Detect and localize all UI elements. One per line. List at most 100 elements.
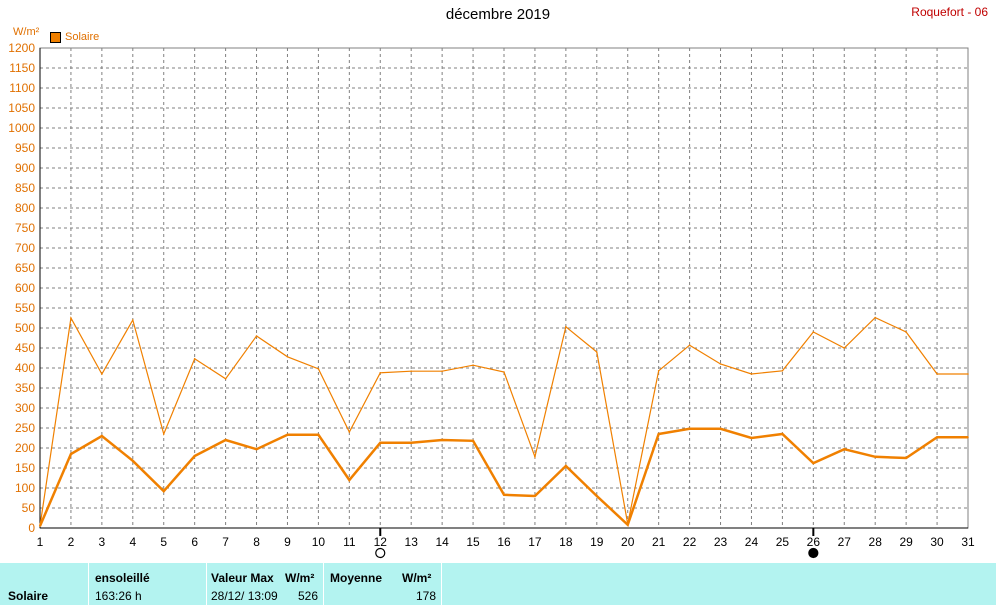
y-tick-label: 500 (15, 321, 35, 335)
data-point-max (286, 356, 289, 358)
max-unit: W/m² (285, 571, 315, 585)
data-point-mean (224, 439, 227, 441)
y-axis-unit: W/m² (13, 26, 40, 38)
data-point-max (441, 370, 443, 373)
x-tick-label: 2 (68, 535, 75, 549)
x-tick-label: 21 (652, 535, 666, 549)
x-tick-label: 8 (253, 535, 260, 549)
data-point-mean (626, 524, 629, 526)
x-tick-label: 22 (683, 535, 697, 549)
y-tick-label: 950 (15, 141, 35, 155)
data-point-max (565, 326, 567, 328)
x-tick-label: 10 (312, 535, 326, 549)
data-point-max (379, 372, 382, 374)
chart-title: décembre 2019 (445, 6, 551, 23)
footer-max-cell: Valeur Max W/m² 28/12/ 13:09 526 (207, 563, 324, 605)
data-point-mean (503, 494, 505, 496)
data-point-mean (843, 448, 846, 451)
sunshine-value: 163:26 h (95, 589, 142, 603)
new-moon-icon (808, 547, 819, 559)
y-tick-label: 450 (15, 341, 35, 355)
data-point-max (255, 335, 258, 337)
x-tick-label: 3 (99, 535, 106, 549)
data-point-max (719, 363, 722, 365)
legend-swatch (50, 31, 61, 43)
data-point-mean (286, 434, 289, 436)
legend-label: Solaire (65, 31, 100, 43)
y-tick-label: 1200 (8, 41, 35, 55)
footer-row-label: Solaire (8, 589, 49, 603)
data-point-max (967, 373, 969, 375)
y-tick-label: 300 (15, 401, 35, 415)
max-header: Valeur Max (211, 571, 274, 585)
data-point-max (348, 431, 351, 433)
x-tick-label: 27 (838, 535, 852, 549)
x-tick-label: 1 (37, 535, 44, 549)
data-point-max (688, 344, 691, 347)
data-point-max (224, 378, 227, 380)
x-tick-label: 11 (343, 535, 356, 549)
y-tick-label: 50 (22, 501, 36, 515)
x-tick-label: 23 (714, 535, 728, 549)
data-point-mean (101, 435, 103, 437)
max-date: 28/12/ 13:09 (211, 589, 278, 603)
x-tick-label: 9 (284, 535, 291, 549)
data-point-mean (719, 428, 722, 430)
data-point-mean (193, 455, 196, 457)
data-point-max (657, 370, 660, 372)
data-point-max (162, 433, 165, 435)
x-tick-label: 20 (621, 535, 635, 549)
x-tick-label: 31 (961, 535, 975, 549)
x-tick-label: 14 (435, 535, 449, 549)
y-tick-label: 400 (15, 361, 35, 375)
footer-mean-cell: Moyenne W/m² 178 (324, 563, 442, 605)
x-tick-label: 6 (191, 535, 198, 549)
data-point-max (193, 358, 196, 360)
y-tick-label: 350 (15, 381, 35, 395)
y-tick-label: 650 (15, 261, 35, 275)
legend: Solaire (50, 31, 99, 43)
y-tick-label: 250 (15, 421, 35, 435)
x-tick-label: 4 (129, 535, 136, 549)
data-point-max (410, 370, 413, 373)
data-point-mean (410, 442, 413, 444)
data-point-max (534, 456, 536, 458)
data-point-mean (348, 479, 351, 481)
x-tick-label: 7 (222, 535, 229, 549)
full-moon-icon (375, 547, 386, 559)
x-tick-label: 30 (930, 535, 944, 549)
data-point-max (781, 370, 784, 372)
y-tick-label: 550 (15, 301, 35, 315)
x-tick-label: 24 (745, 535, 759, 549)
mean-header: Moyenne (330, 571, 383, 585)
data-point-mean (317, 434, 320, 436)
data-point-max (936, 373, 938, 375)
data-point-mean (905, 457, 907, 459)
y-tick-label: 750 (15, 221, 35, 235)
x-tick-label: 12 (374, 535, 388, 549)
y-tick-label: 150 (15, 461, 35, 475)
data-point-max (472, 364, 474, 367)
data-point-mean (874, 456, 876, 458)
data-point-mean (936, 436, 938, 439)
y-tick-label: 850 (15, 181, 35, 195)
x-tick-label: 15 (466, 535, 480, 549)
mean-value: 178 (416, 589, 437, 603)
data-point-mean (781, 433, 784, 435)
data-point-mean (39, 525, 41, 527)
x-tick-label: 26 (807, 535, 821, 549)
data-point-mean (441, 439, 443, 441)
data-point-mean (967, 436, 969, 439)
y-tick-label: 200 (15, 441, 35, 455)
data-point-max (905, 331, 907, 333)
y-tick-label: 1100 (9, 81, 35, 95)
data-point-max (750, 373, 753, 375)
x-tick-label: 5 (160, 535, 167, 549)
summary-footer: Solaire ensoleillé 163:26 h Valeur Max W… (0, 563, 996, 605)
x-tick-label: 19 (590, 535, 604, 549)
footer-row-label-cell: Solaire (0, 563, 89, 605)
data-point-mean (750, 437, 753, 439)
station-name: Roquefort - 06 (911, 5, 988, 19)
x-tick-label: 25 (776, 535, 790, 549)
data-point-max (812, 331, 815, 333)
